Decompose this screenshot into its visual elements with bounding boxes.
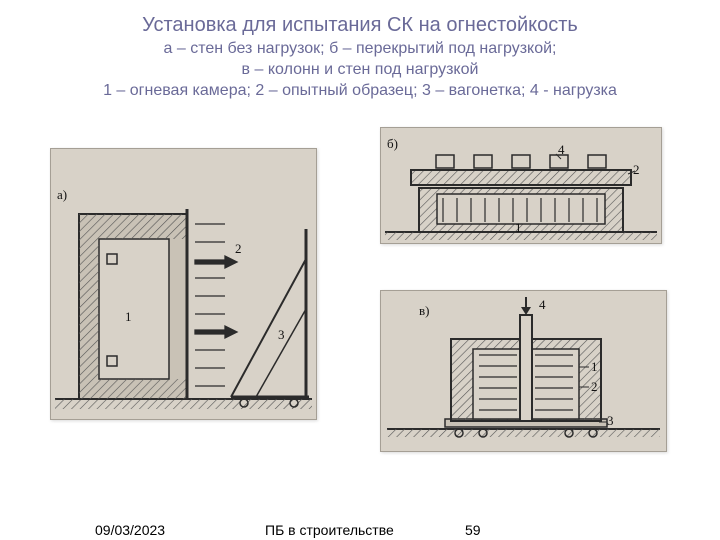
footer-date: 09/03/2023 — [95, 522, 165, 538]
figure-b: б) 1 2 4 — [380, 127, 662, 244]
figure-a-num-1: 1 — [125, 309, 132, 325]
figure-a-svg — [51, 149, 316, 419]
figure-b-num-1: 1 — [515, 220, 522, 236]
figure-a-num-2: 2 — [235, 241, 242, 257]
subtitle-line-3: 1 – огневая камера; 2 – опытный образец;… — [0, 81, 720, 102]
figure-b-num-2: 2 — [633, 162, 640, 178]
subtitle-line-2: в – колонн и стен под нагрузкой — [0, 60, 720, 81]
footer-page: 59 — [465, 522, 481, 538]
figure-a: а) 1 2 3 — [50, 148, 317, 420]
title-block: Установка для испытания СК на огнестойко… — [0, 0, 720, 101]
figure-v-num-1: 1 — [591, 359, 598, 375]
figure-v-num-3: 3 — [607, 413, 614, 429]
figure-v-num-4: 4 — [539, 297, 546, 313]
figure-b-label: б) — [387, 136, 398, 152]
slide: Установка для испытания СК на огнестойко… — [0, 0, 720, 540]
subtitle-line-1: а – стен без нагрузок; б – перекрытий по… — [0, 39, 720, 60]
figure-a-label: а) — [57, 187, 67, 203]
footer-label: ПБ в строительстве — [265, 522, 394, 538]
figure-v-label: в) — [419, 303, 429, 319]
figure-v-num-2: 2 — [591, 379, 598, 395]
figure-b-num-4: 4 — [558, 142, 565, 158]
figure-v: в) 1 2 3 4 — [380, 290, 667, 452]
figure-a-num-3: 3 — [278, 327, 285, 343]
slide-title: Установка для испытания СК на огнестойко… — [0, 14, 720, 37]
